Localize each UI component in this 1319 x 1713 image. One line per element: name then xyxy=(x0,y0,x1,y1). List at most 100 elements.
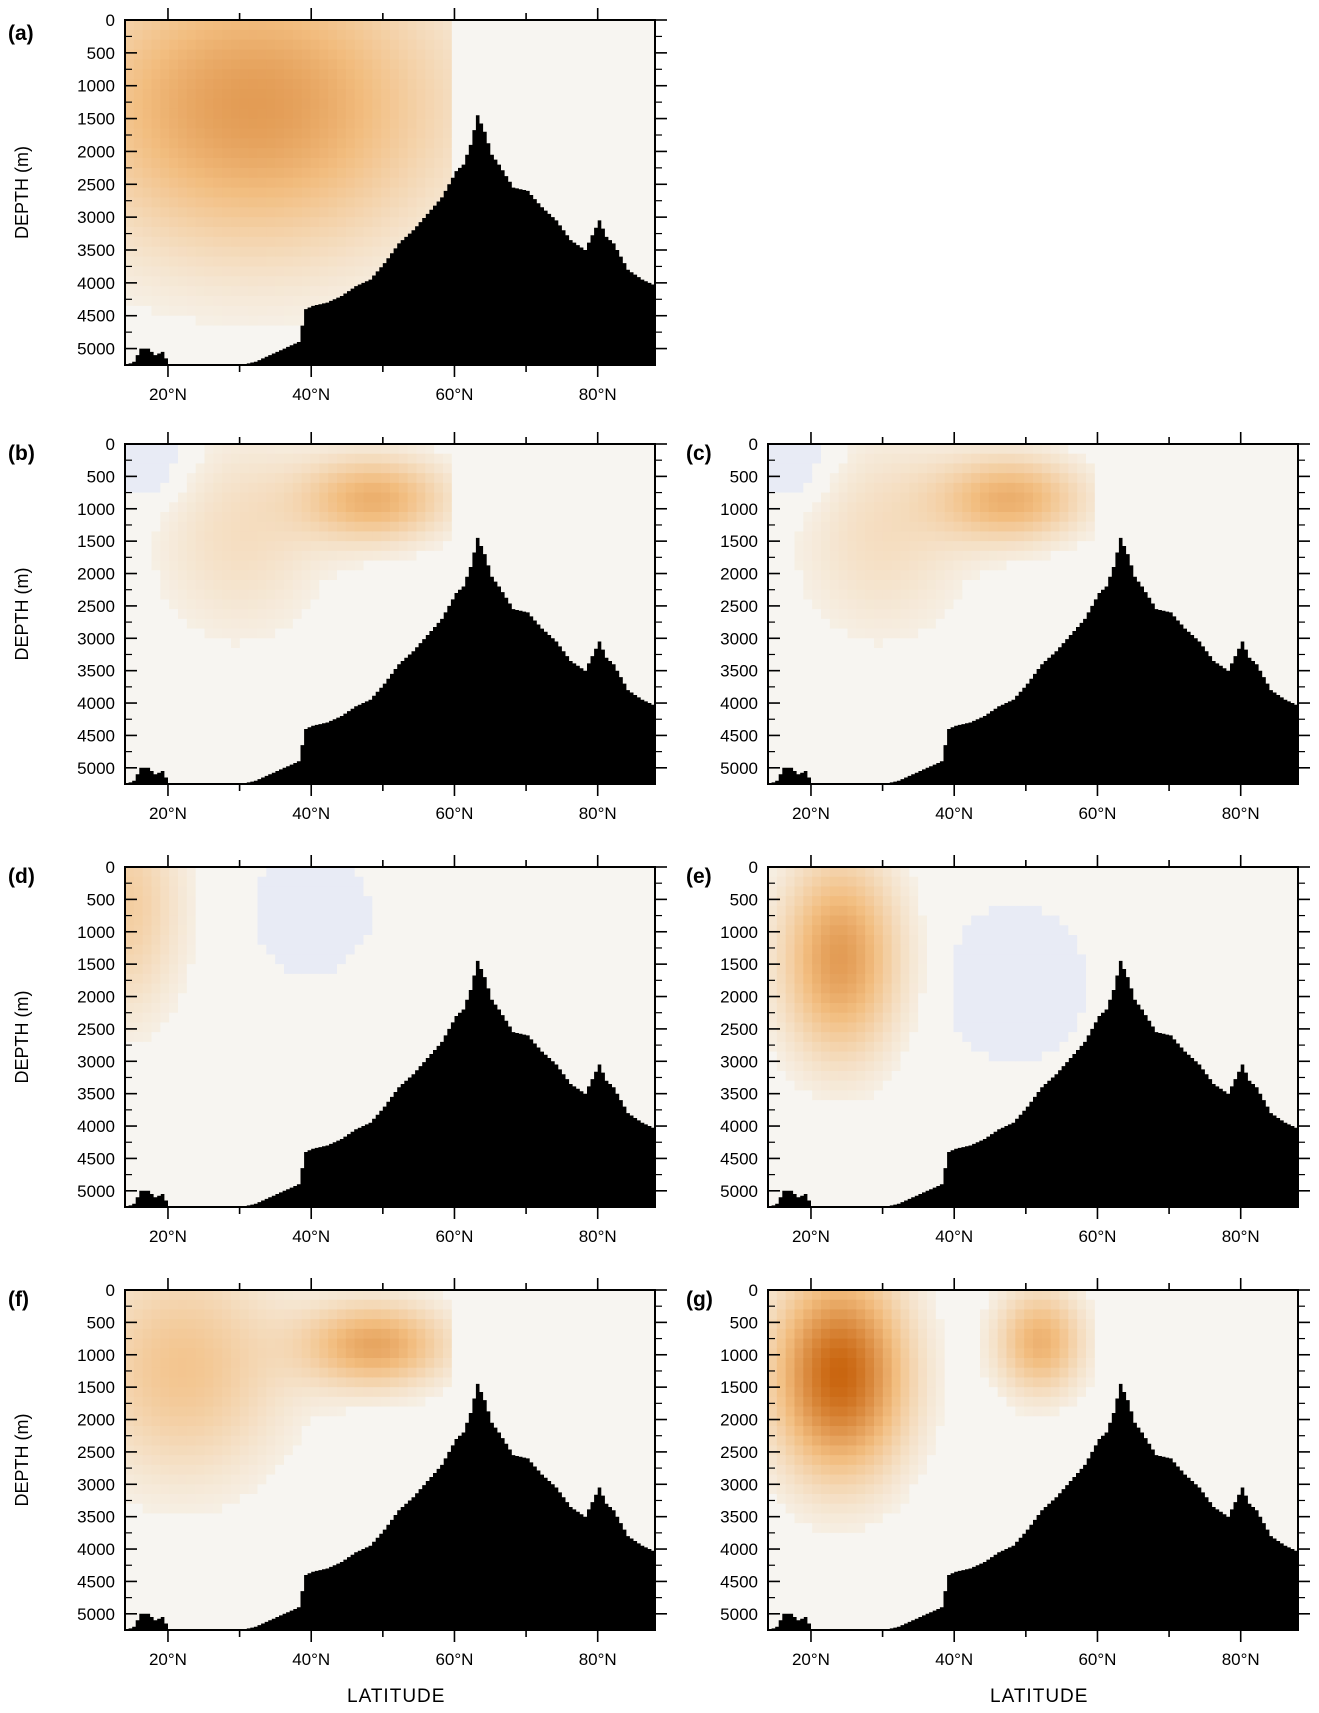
shade-cell xyxy=(390,158,400,169)
shade-cell xyxy=(292,29,303,41)
shade-cell xyxy=(284,618,294,630)
shade-cell xyxy=(821,580,831,591)
shade-cell xyxy=(776,453,787,465)
shade-cell xyxy=(204,521,214,533)
shade-cell xyxy=(451,89,462,100)
shade-cell xyxy=(257,227,267,238)
shade-cell xyxy=(891,628,902,639)
shade-cell xyxy=(266,589,276,601)
shade-cell xyxy=(284,167,294,179)
shade-cell xyxy=(628,618,638,630)
shade-cell xyxy=(891,618,902,630)
shade-cell xyxy=(160,482,170,494)
shade-cell xyxy=(584,128,594,139)
shade-cell xyxy=(593,98,603,110)
shade-cell xyxy=(451,512,462,523)
shade-cell xyxy=(301,236,312,248)
shade-cell xyxy=(284,716,294,727)
shade-cell xyxy=(812,570,822,581)
shade-cell xyxy=(407,609,418,620)
shade-cell xyxy=(619,570,630,581)
shade-cell xyxy=(151,197,161,208)
shade-cell xyxy=(231,492,241,503)
shade-cell xyxy=(478,69,488,80)
shade-cell xyxy=(918,686,928,698)
shade-cell xyxy=(345,531,356,542)
shade-cell xyxy=(257,20,267,31)
shade-cell xyxy=(319,59,329,70)
shade-cell xyxy=(847,628,857,639)
shade-cell xyxy=(151,256,161,268)
shade-cell xyxy=(381,473,391,484)
shade-cell xyxy=(504,473,515,484)
shade-cell xyxy=(909,512,919,523)
shade-cell xyxy=(213,296,223,307)
shade-cell xyxy=(646,686,656,698)
shade-cell xyxy=(186,628,197,639)
shade-cell xyxy=(345,512,356,523)
shade-cell xyxy=(776,735,787,746)
shade-cell xyxy=(909,618,919,630)
shade-cell xyxy=(513,599,524,610)
shade-cell xyxy=(549,79,559,90)
shade-cell xyxy=(504,453,515,465)
shade-cell xyxy=(557,108,568,120)
shade-cell xyxy=(133,138,144,149)
shade-cell xyxy=(354,39,365,51)
shade-cell xyxy=(407,29,418,41)
shade-cell xyxy=(425,89,435,100)
shade-cell xyxy=(186,118,197,130)
shade-cell xyxy=(381,29,391,41)
shade-cell xyxy=(151,108,161,120)
shade-cell xyxy=(284,667,294,678)
shade-cell xyxy=(646,217,656,228)
shade-cell xyxy=(496,29,506,41)
shade-cell xyxy=(222,355,232,366)
shade-cell xyxy=(628,98,638,110)
shade-cell xyxy=(328,463,338,474)
shade-cell xyxy=(337,246,347,258)
shade-cell xyxy=(151,706,161,717)
shade-cell xyxy=(460,79,471,90)
shade-cell xyxy=(178,207,188,218)
shade-cell xyxy=(301,59,312,70)
shade-cell xyxy=(478,521,488,533)
shade-cell xyxy=(803,444,813,455)
shade-cell xyxy=(372,512,382,523)
shade-cell xyxy=(602,570,612,581)
shade-cell xyxy=(425,541,435,552)
shade-cell xyxy=(248,20,259,31)
shade-cell xyxy=(838,735,849,746)
shade-cell xyxy=(222,266,232,277)
shade-cell xyxy=(549,138,559,149)
shade-cell xyxy=(637,217,647,228)
shade-cell xyxy=(865,444,875,455)
shade-cell xyxy=(443,148,453,159)
shade-cell xyxy=(390,20,400,31)
shade-cell xyxy=(540,580,550,591)
shade-cell xyxy=(284,39,294,51)
shade-cell xyxy=(125,325,135,337)
shade-cell xyxy=(882,667,893,678)
shade-cell xyxy=(531,560,541,571)
shade-cell xyxy=(776,764,787,775)
shade-cell xyxy=(257,256,267,268)
shade-cell xyxy=(425,98,435,110)
shade-cell xyxy=(407,20,418,31)
shade-cell xyxy=(628,589,638,601)
shade-cell xyxy=(637,118,647,130)
shade-cell xyxy=(856,570,866,581)
shade-cell xyxy=(169,296,179,307)
shade-cell xyxy=(847,521,857,533)
shade-cell xyxy=(540,609,550,620)
shade-cell xyxy=(398,158,409,169)
shade-cell xyxy=(628,550,638,562)
shade-cell xyxy=(785,580,796,591)
shade-cell xyxy=(204,667,214,678)
shade-cell xyxy=(785,599,796,610)
shade-cell xyxy=(776,580,787,591)
shade-cell xyxy=(142,227,153,238)
shade-cell xyxy=(266,473,276,484)
shade-cell xyxy=(257,79,267,90)
shade-cell xyxy=(909,550,919,562)
